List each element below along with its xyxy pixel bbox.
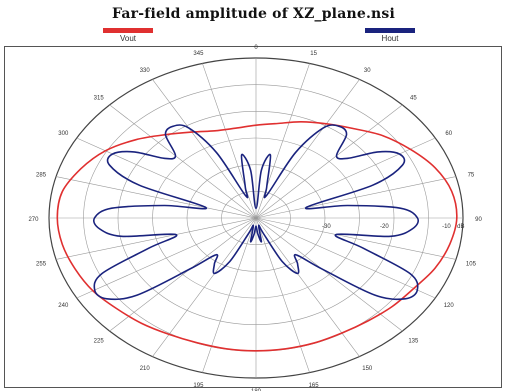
angle-tick-label: 105 [466,262,477,268]
legend-swatch-vout [103,28,153,33]
angle-tick-label: 300 [58,131,69,137]
grid-spoke [255,217,457,260]
angle-tick-label: 150 [362,366,373,372]
series-line-vout [56,120,458,352]
grid-spoke [255,79,360,219]
legend-swatch-hout [365,28,415,33]
grid-spoke [55,217,257,260]
legend-label-vout: Vout [119,34,136,43]
angle-tick-label: 30 [364,68,371,74]
grid-spoke [255,104,403,219]
grid-spoke [255,217,436,299]
angle-tick-label: 195 [193,383,204,389]
angle-tick-label: 45 [410,95,417,101]
angle-tick-label: 15 [310,51,317,57]
angle-tick-label: 75 [468,172,475,178]
legend-item-hout: Hout [360,28,420,43]
angle-tick-label: 90 [475,217,482,223]
grid-spoke [76,217,257,299]
chart-title: Far-field amplitude of XZ_plane.nsi [111,6,396,22]
grid-spoke [255,217,360,357]
angle-tick-label: 225 [94,339,105,345]
angle-tick-label: 165 [309,383,320,389]
angle-tick-label: 285 [36,172,47,178]
grid-spoke [55,176,257,219]
legend-item-vout: Vout [98,28,158,43]
grid-spoke [255,217,403,332]
grid-spoke [255,137,436,219]
radial-tick-label: dB [457,224,464,230]
angle-tick-label: 345 [193,51,204,57]
legend-label-hout: Hout [381,34,399,43]
angle-tick-label: 270 [28,217,39,223]
plot-frame [4,46,502,388]
radial-tick-label: -20 [380,224,389,230]
angle-tick-label: 315 [94,95,105,101]
angle-tick-label: 210 [140,366,151,372]
grid-spoke [255,176,457,219]
grid-spoke [202,63,257,219]
angle-tick-label: 180 [251,389,262,391]
angle-tick-label: 240 [58,303,69,309]
grid-spoke [76,137,257,219]
radial-tick-label: -30 [322,224,331,230]
radial-tick-label: -10 [442,224,451,230]
grid-spoke [152,79,257,219]
grid-spoke [255,63,310,219]
series-line-hout [92,124,420,301]
angle-tick-label: 135 [408,339,419,345]
angle-tick-label: 120 [444,303,455,309]
angle-tick-label: 0 [254,45,258,51]
grid-spoke [109,104,257,219]
grid-spoke [109,217,257,332]
angle-tick-label: 255 [36,262,47,268]
angle-tick-label: 60 [445,131,452,137]
grid-spoke [152,217,257,357]
angle-tick-label: 330 [140,68,151,74]
